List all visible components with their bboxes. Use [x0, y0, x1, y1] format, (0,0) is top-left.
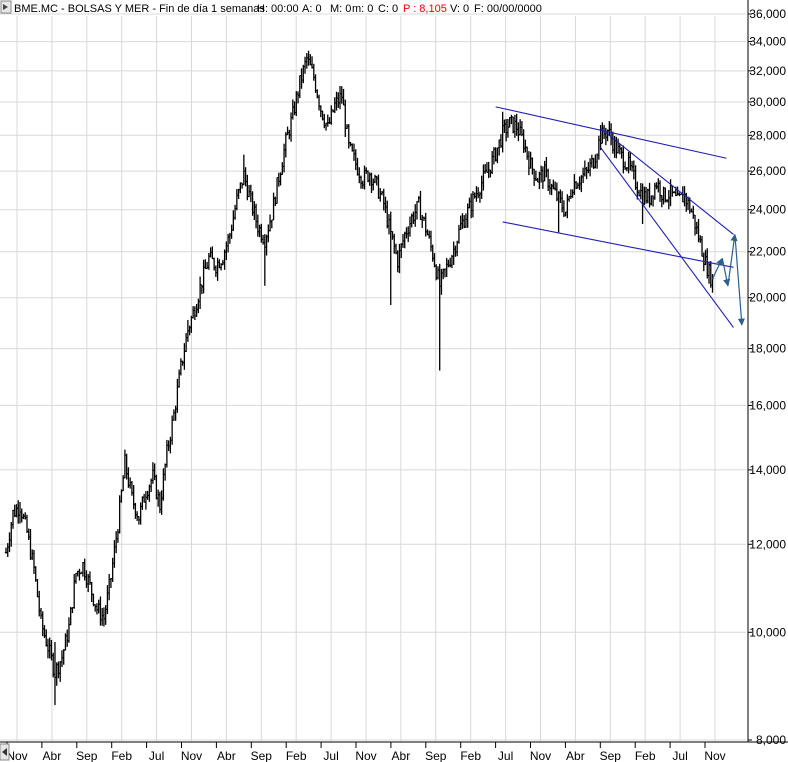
xtick-label-3: Feb [111, 749, 132, 762]
trendline-1 [495, 106, 727, 159]
trendlines [495, 106, 734, 328]
xtick-label-17: Sep [600, 749, 622, 762]
ytick-label-2: 12,000 [749, 537, 786, 551]
svg-text:BME.MC - BOLSAS Y MER - Fin de: BME.MC - BOLSAS Y MER - Fin de día 1 sem… [14, 3, 542, 15]
header-m: M: 0 [330, 3, 351, 15]
ytick-label-9: 26,000 [749, 164, 786, 178]
xtick-label-2: Sep [76, 749, 98, 762]
header-v: V: 0 [450, 3, 469, 15]
xtick-label-14: Jul [498, 749, 513, 762]
header-h: H: 00:00 [257, 3, 299, 15]
header-c: C: 0 [378, 3, 398, 15]
xtick-label-13: Feb [460, 749, 481, 762]
projection-arrow-segment-4 [734, 234, 745, 326]
ytick-label-14: 36,000 [749, 7, 786, 21]
xtick-label-12: Sep [425, 749, 447, 762]
scroll-left-button[interactable] [0, 743, 10, 761]
trendline-4 [600, 147, 734, 328]
xtick-label-9: Jul [323, 749, 338, 762]
header-p: P : 8,105 [403, 3, 447, 15]
ytick-label-3: 14,000 [749, 463, 786, 477]
ytick-label-13: 34,000 [749, 35, 786, 49]
trendline-3 [600, 128, 734, 235]
ytick-label-0: 8,000 [756, 733, 786, 747]
x-axis: Nov Abr Sep Feb Jul Nov Abr Sep Feb Jul Nov Abr Sep F… [0, 741, 788, 762]
xtick-label-10: Nov [355, 749, 376, 762]
trendline-2 [502, 221, 734, 268]
ytick-label-10: 28,000 [749, 128, 786, 142]
xtick-label-0: Nov [6, 749, 27, 762]
xtick-label-20: Nov [704, 749, 725, 762]
projection-arrow-segment-2 [721, 258, 731, 287]
xtick-label-4: Jul [149, 749, 164, 762]
xtick-label-6: Abr [217, 749, 236, 762]
ytick-label-12: 32,000 [749, 64, 786, 78]
ytick-label-11: 30,000 [749, 95, 786, 109]
xtick-label-11: Abr [392, 749, 411, 762]
ytick-label-8: 24,000 [749, 203, 786, 217]
xtick-label-18: Feb [635, 749, 656, 762]
header-bar: BME.MC - BOLSAS Y MER - Fin de día 1 sem… [0, 0, 748, 16]
ytick-label-7: 22,000 [749, 245, 786, 259]
header-a: A: 0 [302, 3, 322, 15]
xtick-label-5: Nov [181, 749, 202, 762]
ytick-label-1: 10,000 [749, 625, 786, 639]
xtick-label-15: Nov [530, 749, 551, 762]
grid [0, 13, 746, 742]
ytick-label-5: 18,000 [749, 342, 786, 356]
xtick-label-1: Abr [43, 749, 62, 762]
collapse-icon[interactable] [0, 0, 12, 14]
xtick-label-16: Abr [566, 749, 585, 762]
projection-arrow-segment-1 [711, 257, 723, 280]
ytick-label-6: 20,000 [749, 291, 786, 305]
header-f: F: 00/00/0000 [474, 3, 542, 15]
header-mm: m: 0 [352, 3, 373, 15]
ytick-label-4: 16,000 [749, 398, 786, 412]
projection-arrows [711, 233, 745, 326]
header-ticker: BME.MC - BOLSAS Y MER - Fin de día 1 sem… [14, 3, 265, 15]
xtick-label-19: Jul [672, 749, 687, 762]
price-bars [4, 50, 714, 706]
xtick-label-8: Feb [286, 749, 307, 762]
xtick-label-7: Sep [251, 749, 273, 762]
y-axis: 8,000 10,000 12,000 14,000 16,000 18,000 20,00… [747, 0, 786, 747]
projection-arrow-segment-3 [727, 233, 738, 286]
